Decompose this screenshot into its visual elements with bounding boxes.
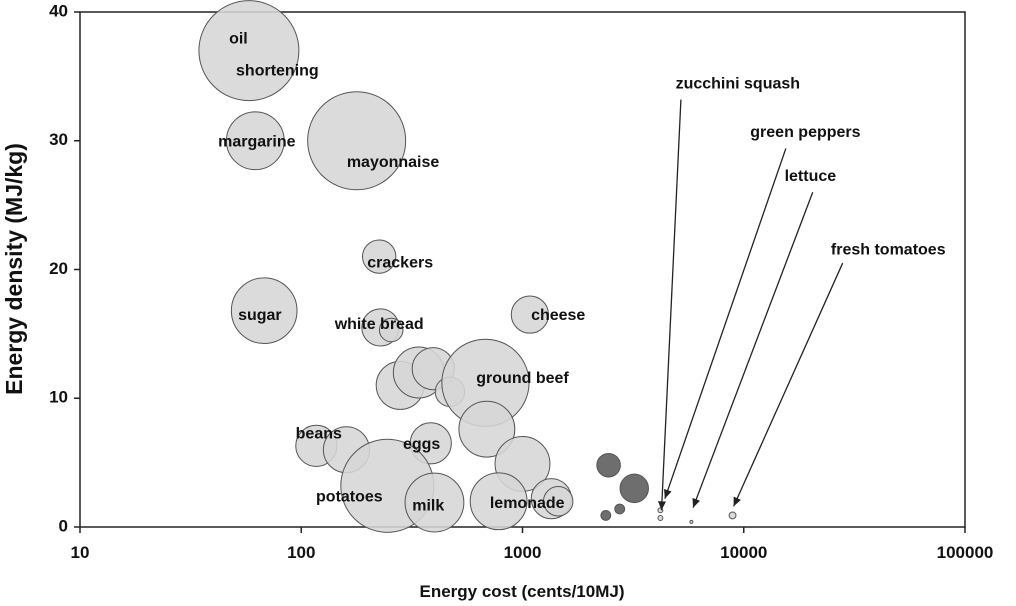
callout-layer: zucchini squash green peppers lettuce fresh… bbox=[657, 75, 946, 511]
bubble-point bbox=[689, 519, 694, 524]
food-label: lemonade bbox=[490, 495, 565, 512]
bubble-point bbox=[600, 510, 612, 521]
food-label: eggs bbox=[403, 436, 440, 453]
bubble-point bbox=[510, 295, 550, 334]
x-tick-label: 1000 bbox=[504, 543, 542, 562]
bubble-point bbox=[225, 111, 285, 171]
y-tick-label: 30 bbox=[49, 130, 68, 149]
bubble-point bbox=[596, 452, 621, 478]
callout-label: fresh tomatoes bbox=[831, 241, 946, 258]
y-axis-title: Energy density (MJ/kg) bbox=[1, 143, 27, 395]
bubble-point bbox=[458, 400, 516, 458]
x-tick-label: 10 bbox=[71, 543, 90, 562]
bubble-point bbox=[378, 317, 404, 343]
food-label: mayonnaise bbox=[347, 154, 440, 171]
callout-label: lettuce bbox=[785, 168, 837, 185]
y-tick-label: 40 bbox=[49, 1, 68, 20]
x-tick-label: 10000 bbox=[720, 543, 767, 562]
callout-arrow bbox=[733, 262, 844, 507]
y-tick-label: 10 bbox=[49, 388, 68, 407]
food-label: margarine bbox=[218, 133, 295, 150]
bubble-point bbox=[230, 277, 298, 345]
food-label: ground beef bbox=[476, 370, 569, 387]
food-label: crackers bbox=[367, 254, 433, 271]
food-label: milk bbox=[412, 498, 444, 515]
x-axis-title: Energy cost (cents/10MJ) bbox=[419, 582, 624, 601]
callout-arrow bbox=[657, 99, 682, 511]
bubble-point bbox=[362, 239, 397, 274]
bubble-point bbox=[619, 473, 649, 504]
food-label: beans bbox=[296, 426, 342, 443]
food-label: sugar bbox=[238, 307, 282, 324]
food-label: oil bbox=[229, 30, 248, 47]
bubble-point bbox=[198, 0, 300, 102]
bubble-layer bbox=[198, 0, 737, 533]
bubble-point bbox=[307, 91, 407, 191]
x-tick-label: 100 bbox=[287, 543, 315, 562]
food-label: white bread bbox=[334, 316, 424, 333]
y-tick-label: 20 bbox=[49, 259, 68, 278]
bubble-point bbox=[614, 503, 626, 515]
point-label-layer: oil shortening margarine mayonnaise crackers… bbox=[218, 30, 585, 514]
callout-label: zucchini squash bbox=[676, 75, 800, 92]
bubble-point bbox=[543, 486, 574, 517]
food-label: shortening bbox=[236, 62, 319, 79]
callout-arrow bbox=[692, 192, 814, 508]
bubble-point bbox=[404, 472, 465, 533]
bubble-point bbox=[469, 472, 528, 531]
bubble-point bbox=[657, 515, 664, 521]
x-tick-label: 100000 bbox=[937, 543, 994, 562]
bubble-point bbox=[728, 511, 737, 520]
callout-arrow bbox=[664, 148, 787, 499]
food-label: potatoes bbox=[316, 489, 383, 506]
y-tick-label: 0 bbox=[59, 516, 68, 535]
food-label: cheese bbox=[531, 307, 585, 324]
callout-label: green peppers bbox=[750, 124, 860, 141]
